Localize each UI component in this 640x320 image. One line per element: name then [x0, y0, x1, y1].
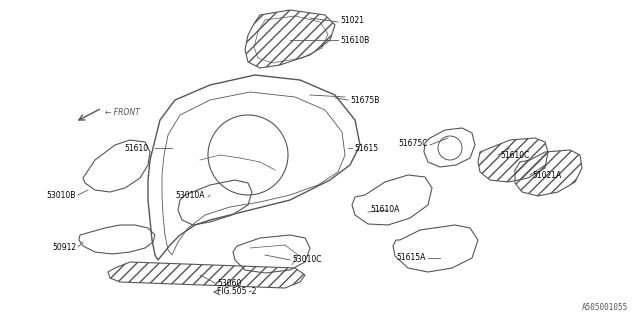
Text: 50912: 50912: [52, 244, 76, 252]
Text: 51610B: 51610B: [340, 36, 369, 44]
Text: 51021: 51021: [340, 15, 364, 25]
Text: 51675C: 51675C: [399, 139, 428, 148]
Text: 51615: 51615: [354, 143, 378, 153]
Text: FIG.505 -2: FIG.505 -2: [217, 287, 257, 297]
Text: 53010C: 53010C: [292, 255, 321, 265]
Text: 53010B: 53010B: [47, 190, 76, 199]
Text: 51675B: 51675B: [350, 95, 380, 105]
Text: A505001055: A505001055: [582, 303, 628, 312]
Text: ← FRONT: ← FRONT: [105, 108, 140, 116]
Text: 51615A: 51615A: [397, 253, 426, 262]
Text: 53060: 53060: [217, 278, 241, 287]
Text: 53010A: 53010A: [175, 190, 205, 199]
Text: 51610: 51610: [124, 143, 148, 153]
Text: 51021A: 51021A: [532, 171, 561, 180]
Text: 51610A: 51610A: [370, 205, 399, 214]
Text: 51610C: 51610C: [500, 150, 529, 159]
